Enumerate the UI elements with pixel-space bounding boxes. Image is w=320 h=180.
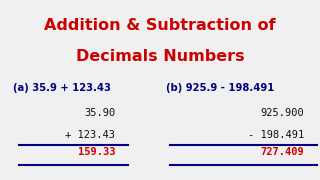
Text: 925.900: 925.900: [260, 108, 304, 118]
Text: 35.90: 35.90: [84, 108, 115, 118]
Text: (b) 925.9 - 198.491: (b) 925.9 - 198.491: [166, 83, 275, 93]
Text: Addition & Subtraction of: Addition & Subtraction of: [44, 18, 276, 33]
Text: + 123.43: + 123.43: [65, 130, 115, 140]
Text: (a) 35.9 + 123.43: (a) 35.9 + 123.43: [13, 83, 111, 93]
Text: Decimals Numbers: Decimals Numbers: [76, 49, 244, 64]
Text: 159.33: 159.33: [78, 147, 115, 157]
Text: - 198.491: - 198.491: [248, 130, 304, 140]
Text: 727.409: 727.409: [260, 147, 304, 157]
